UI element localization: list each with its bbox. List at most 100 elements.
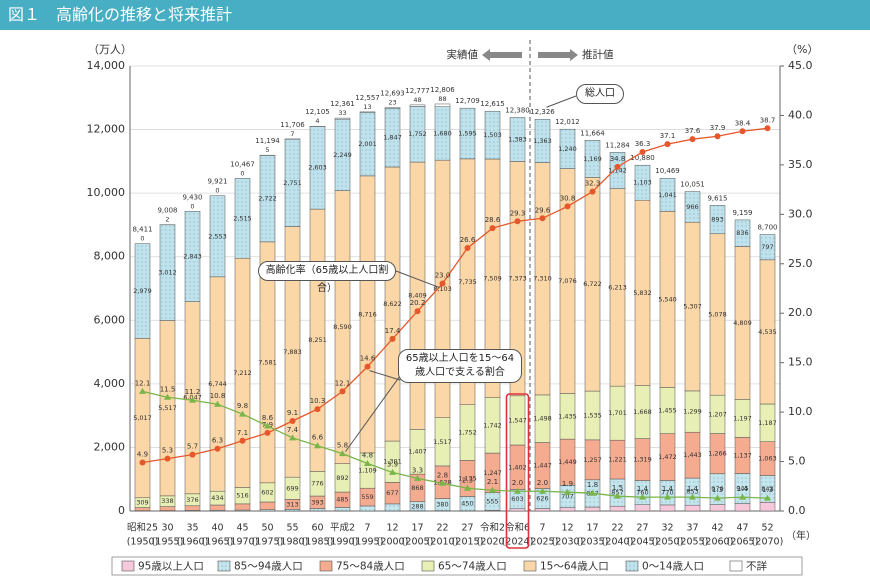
line-value-label: 37.6 — [685, 127, 701, 135]
line-value-label: 1.3 — [762, 486, 773, 494]
segment-label: 8,622 — [383, 300, 402, 308]
leader — [546, 95, 577, 108]
segment-label: 0 — [190, 202, 194, 210]
segment-label: 5,540 — [658, 295, 677, 303]
legend-label: 不詳 — [746, 560, 767, 573]
segment-label: 970 — [711, 485, 723, 493]
segment-label: 7,581 — [258, 358, 277, 366]
segment-label: 1,701 — [608, 409, 627, 417]
chart-title: 図１ 高齢化の推移と将来推計 — [0, 0, 870, 30]
bar-segment — [734, 219, 751, 247]
line-value-label: 1.8 — [587, 481, 598, 489]
x-tick-label: 27 — [461, 523, 473, 534]
segment-label: 1,449 — [558, 458, 577, 466]
line-value-label: 12.1 — [135, 379, 151, 387]
line-value-label: 8.6 — [262, 414, 274, 422]
bar-segment — [384, 107, 401, 109]
x-tick-year: (1955) — [152, 537, 184, 548]
segment-label: 1,472 — [658, 453, 677, 461]
y2-tick-label: 25.0 — [788, 257, 813, 270]
line-marker — [139, 387, 146, 394]
segment-label: 5,307 — [683, 303, 702, 311]
x-tick-year: (2030) — [552, 537, 584, 548]
legend-swatch — [523, 560, 537, 572]
line-value-label: 11.2 — [185, 388, 201, 396]
y-tick-label: 8,000 — [94, 250, 126, 263]
segment-label: 7,076 — [558, 277, 577, 285]
legend-label: 95歳以上人口 — [138, 561, 204, 573]
line-value-label: 9.1 — [287, 409, 298, 417]
bar-segment — [709, 504, 726, 512]
line-value-label: 2.1 — [487, 478, 498, 486]
segment-label: 1,103 — [633, 179, 652, 187]
bar-segment — [534, 508, 551, 512]
line-value-label: 7.1 — [237, 429, 248, 437]
segment-label: 4,535 — [758, 328, 777, 336]
line-marker — [239, 437, 246, 444]
segment-label: 7,509 — [483, 274, 502, 282]
segment-label: 1,142 — [608, 166, 627, 174]
line-value-label: 2.0 — [537, 479, 548, 487]
actual-label: 実績値 — [447, 48, 479, 61]
segment-label: 1,063 — [758, 455, 777, 463]
line-value-label: 1.4 — [687, 485, 699, 493]
x-tick-year: (1950) — [127, 537, 159, 548]
x-tick-label: 27 — [636, 523, 648, 534]
bar-segment — [684, 191, 701, 223]
line-marker — [739, 128, 746, 135]
legend-swatch — [729, 560, 743, 572]
segment-label: 760 — [636, 489, 648, 497]
total-label: 12,615 — [480, 100, 505, 108]
x-tick-year: (2060) — [702, 537, 734, 548]
segment-label: 88 — [438, 95, 446, 103]
x-tick-year: (2055) — [677, 537, 709, 548]
line-value-label: 4.8 — [362, 452, 373, 460]
bar-segment — [509, 117, 526, 162]
total-label: 8,700 — [757, 223, 777, 231]
segment-label: 892 — [336, 474, 348, 482]
bar-segment — [334, 507, 351, 512]
segment-label: 1,752 — [458, 429, 477, 437]
line-marker — [389, 335, 396, 342]
total-label: 12,380 — [505, 106, 530, 114]
line-marker — [339, 388, 346, 395]
segment-label: 7 — [290, 130, 294, 138]
line-marker — [664, 141, 671, 148]
total-label: 12,806 — [430, 86, 455, 94]
segment-label: 1,221 — [608, 456, 627, 464]
line-marker — [414, 474, 421, 481]
aging-rate-callout: 高齢化率（65歳以上人口割合） — [258, 261, 396, 294]
x-tick-year: (2015) — [452, 537, 484, 548]
bar-segment — [509, 508, 526, 512]
segment-label: 8,590 — [333, 323, 352, 331]
total-label: 12,777 — [405, 87, 430, 95]
line-value-label: 1.4 — [737, 485, 749, 493]
segment-label: 48 — [413, 96, 421, 104]
x-tick-year: (2020) — [477, 537, 509, 548]
segment-label: 1,207 — [708, 410, 727, 418]
line-marker — [614, 492, 621, 499]
total-label: 11,194 — [255, 137, 280, 145]
y2-tick-label: 0.0 — [788, 504, 806, 517]
segment-label: 1,137 — [733, 451, 752, 459]
segment-label: 2,722 — [258, 195, 277, 203]
segment-label: 1,319 — [633, 456, 652, 464]
x-tick-label: 52 — [761, 523, 773, 534]
x-tick-label: 40 — [211, 523, 223, 534]
segment-label: 707 — [561, 492, 573, 500]
arrow — [538, 49, 578, 61]
x-tick-label: 32 — [661, 523, 673, 534]
x-tick-year: (2040) — [602, 537, 634, 548]
segment-label: 0 — [215, 187, 219, 195]
segment-label: 309 — [136, 499, 148, 507]
segment-label: 2,553 — [208, 232, 227, 240]
line-value-label: 5.8 — [337, 442, 348, 450]
segment-label: 1,742 — [483, 421, 502, 429]
line-marker — [164, 393, 171, 400]
x-tick-label: 22 — [611, 523, 623, 534]
segment-label: 776 — [311, 480, 323, 488]
bar-segment — [359, 505, 376, 512]
y-tick-label: 14,000 — [87, 59, 126, 72]
x-tick-label: 55 — [286, 523, 298, 534]
segment-label: 6,213 — [608, 283, 627, 291]
